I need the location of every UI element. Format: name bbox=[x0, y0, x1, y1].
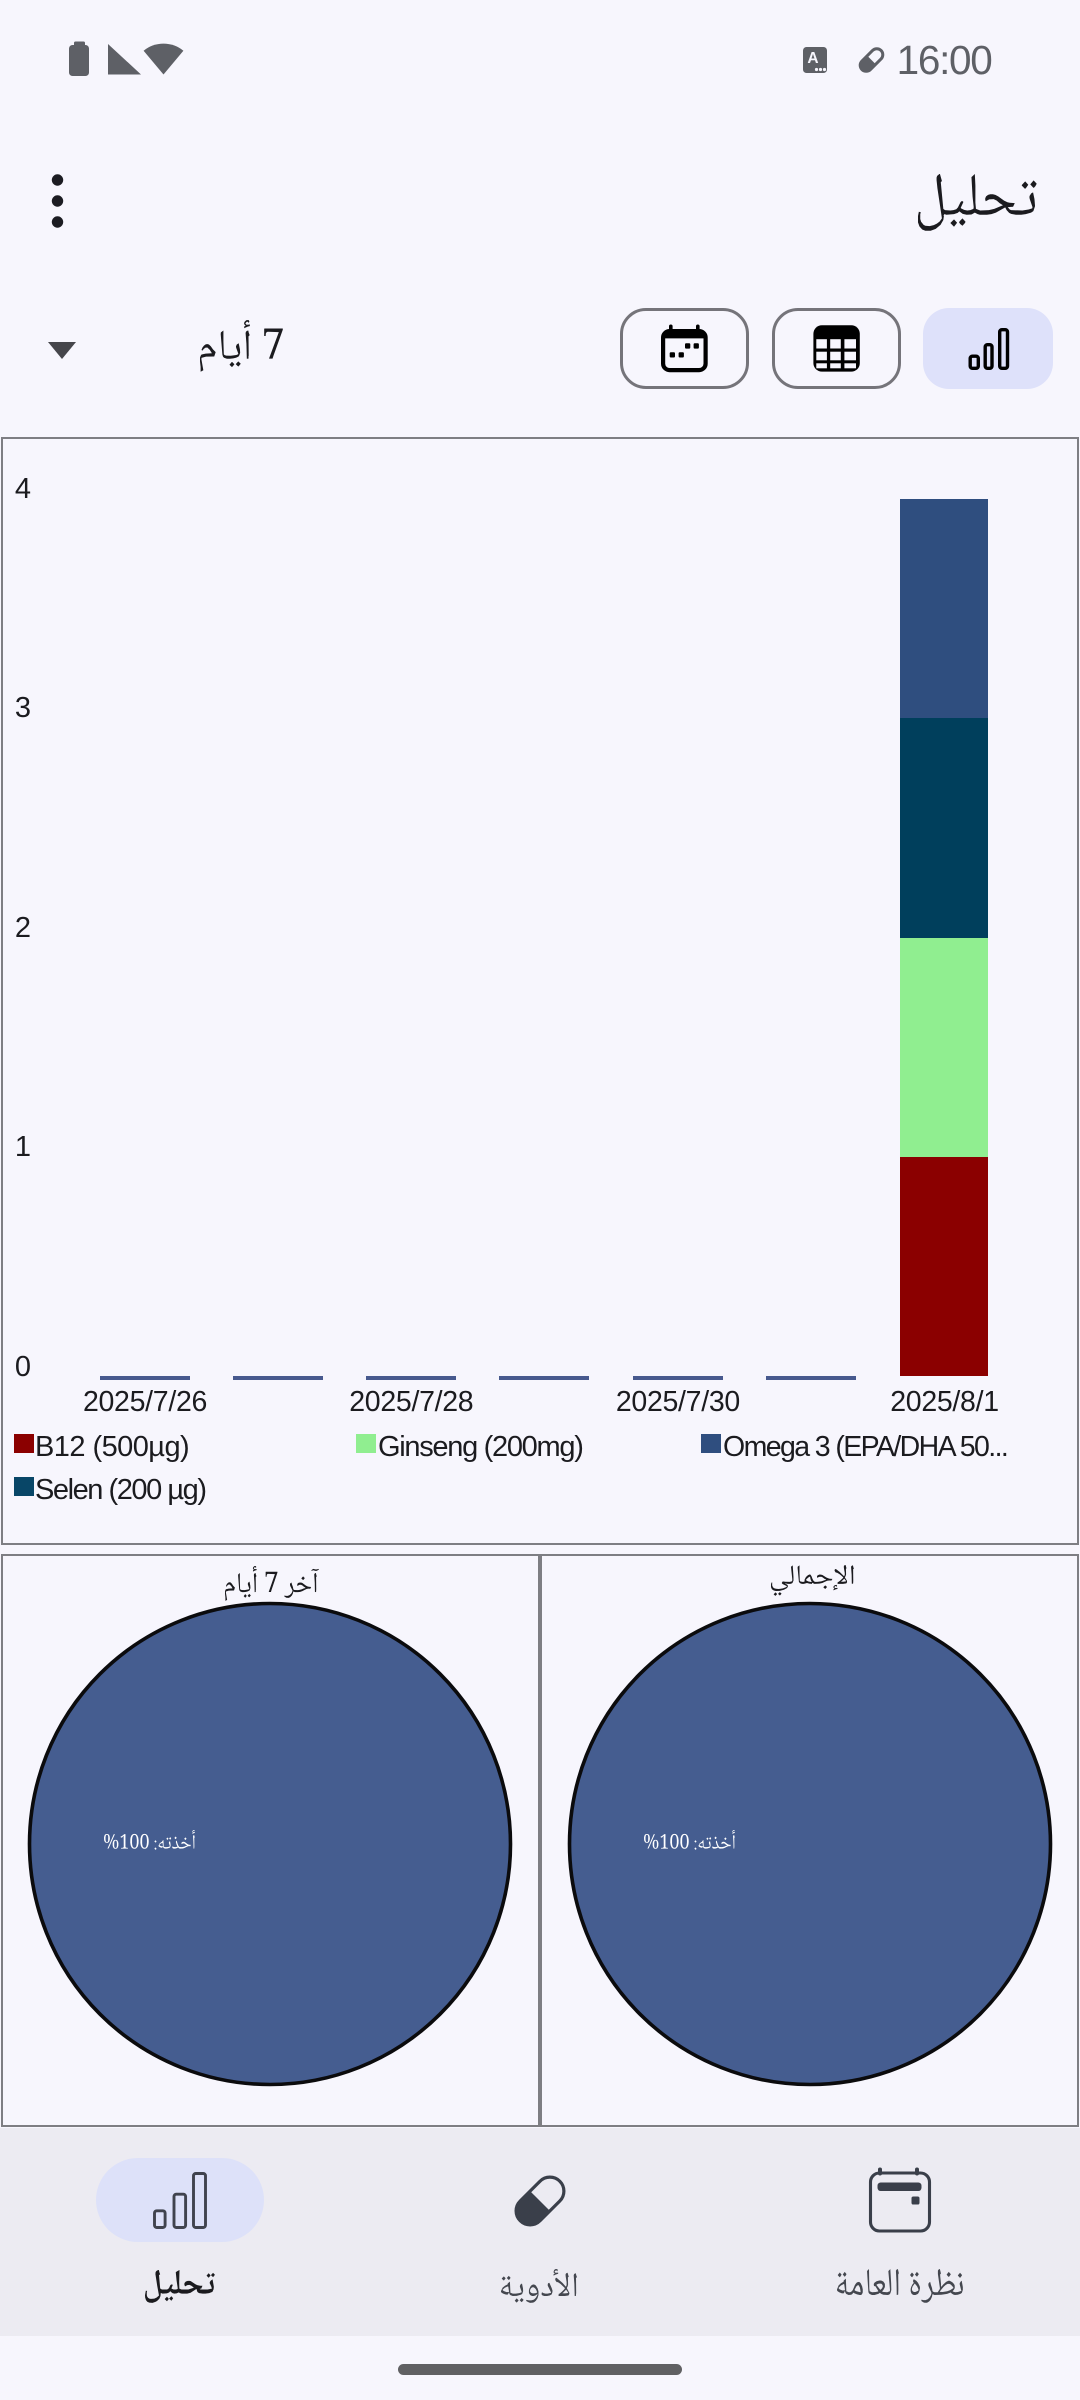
svg-text:A: A bbox=[807, 50, 818, 67]
